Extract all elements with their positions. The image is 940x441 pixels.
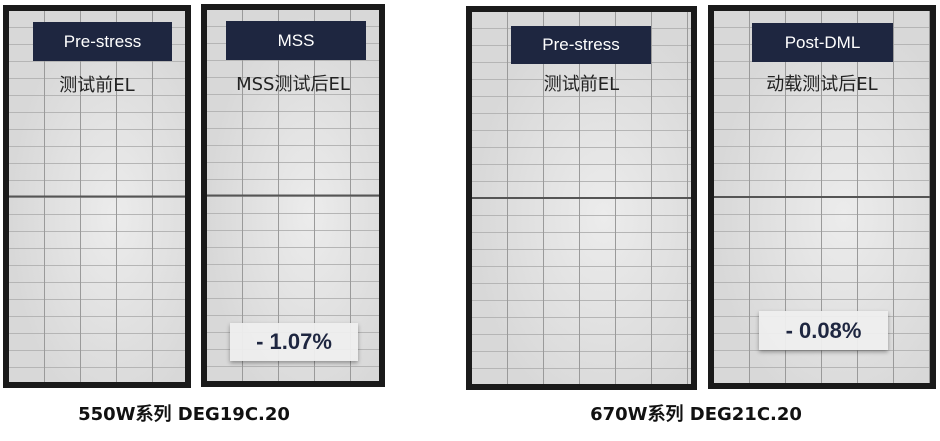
power-change-badge: - 1.07% — [230, 323, 358, 361]
stage-subtitle: 测试前EL — [59, 75, 135, 96]
stage-tag: MSS — [226, 21, 366, 60]
power-change-badge: - 0.08% — [759, 311, 888, 350]
solar-cell-grid — [472, 12, 691, 384]
stage-subtitle: MSS测试后EL — [236, 74, 350, 95]
stage-tag: Pre-stress — [511, 26, 651, 64]
solar-cell-grid — [9, 11, 185, 382]
group-caption-670w: 670W系列 DEG21C.20 — [590, 404, 802, 425]
stage-tag: Post-DML — [752, 23, 893, 62]
stage-subtitle: 动载测试后EL — [766, 74, 878, 95]
el-image-670w-prestress: Pre-stress 测试前EL — [466, 6, 697, 390]
solar-cell-grid — [207, 10, 379, 381]
el-image-550w-prestress: Pre-stress 测试前EL — [3, 5, 191, 388]
stage-subtitle: 测试前EL — [543, 74, 620, 95]
solar-cell-grid — [714, 11, 930, 383]
group-caption-550w: 550W系列 DEG19C.20 — [78, 404, 290, 425]
el-image-670w-post-dml: Post-DML 动载测试后EL - 0.08% — [708, 5, 936, 389]
stage-tag: Pre-stress — [33, 22, 172, 61]
el-image-550w-mss: MSS MSS测试后EL - 1.07% — [201, 4, 385, 387]
